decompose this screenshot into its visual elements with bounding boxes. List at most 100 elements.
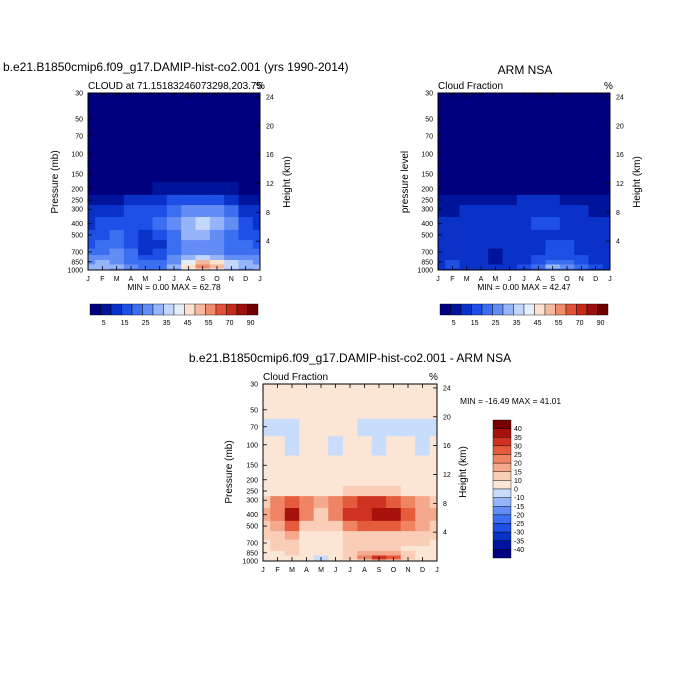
heatmap-cell [238,216,254,230]
heatmap-cell [602,263,611,269]
y-tick-right-label: 16 [616,152,624,159]
y-tick-label: 70 [75,133,83,140]
heatmap-cell [559,144,575,165]
heatmap-cell [263,396,271,419]
x-tick-label: D [593,276,598,283]
heatmap-cell [152,144,168,165]
heatmap-cell [181,254,196,260]
x-tick-label: J [261,567,265,574]
x-tick-label: J [158,276,162,283]
heatmap-cell [342,435,358,456]
heatmap-cell [95,127,110,146]
heatmap-cell [313,418,329,437]
heatmap-cell [88,263,96,269]
y-tick-label: 200 [71,186,83,193]
x-tick-label: A [304,567,309,574]
heatmap-cell [88,127,96,146]
heatmap-cell [88,204,96,217]
colorbar-box [492,303,504,316]
colorbar-box [492,497,512,507]
heatmap-cell [270,472,286,486]
heatmap-cell [109,164,125,182]
x-tick-label: J [258,276,262,283]
heatmap-cell [181,239,196,249]
heatmap-cell [109,181,125,195]
heatmap-cell [445,239,460,249]
heatmap-cell [371,539,387,547]
heatmap-cell [473,216,489,230]
y-tick-label: 50 [75,116,83,123]
heatmap-cell [531,105,546,128]
heatmap-cell [445,204,460,217]
colorbar-box [492,428,512,438]
heatmap-cell [473,259,489,265]
heatmap-cell [488,127,503,146]
heatmap-cell [284,539,300,547]
heatmap-cell [459,216,475,230]
heatmap-cell [602,127,611,146]
colorbar-box [492,506,512,516]
heatmap-cell [429,550,438,556]
heatmap-cell [574,194,589,206]
heatmap-cell [88,164,96,182]
heatmap-cell [270,520,286,532]
heatmap-cell [88,239,96,249]
heatmap-cell [238,127,254,146]
colorbar-label: 45 [184,320,192,327]
y-tick-label: 1000 [242,559,258,566]
y-tick-label: 700 [246,540,258,547]
heatmap-cell [123,239,139,249]
heatmap-cell [400,495,416,508]
panel-obs-ylabel-right: Height (km) [632,156,643,208]
y-tick-right-label: 4 [266,239,270,246]
x-tick-label: O [564,276,570,283]
heatmap-cell [559,194,575,206]
heatmap-cell [459,239,475,249]
x-tick-label: A [362,567,367,574]
heatmap-cell [328,495,344,508]
colorbar-label: -15 [514,504,524,511]
y-tick-right-label: 12 [266,181,274,188]
heatmap-cell [138,181,153,195]
heatmap-cell [516,144,532,165]
colorbar-box [121,303,133,316]
heatmap-cell [270,418,286,437]
heatmap-cell [181,127,196,146]
y-tick-right-label: 4 [616,239,620,246]
heatmap-cell [531,204,546,217]
colorbar-label: 70 [576,320,584,327]
heatmap-cell [263,559,271,562]
heatmap-cell [270,435,286,456]
heatmap-cell [459,105,475,128]
heatmap-cell [95,144,110,165]
heatmap-cell [328,507,344,521]
heatmap-cell [357,507,373,521]
heatmap-cell [415,507,431,521]
heatmap-cell [438,254,446,260]
colorbar-label: 35 [163,320,171,327]
heatmap-cell [545,105,561,128]
heatmap-cell [313,455,329,473]
heatmap-cell [438,127,446,146]
heatmap-cell [299,384,315,398]
heatmap-cell [386,435,402,456]
heatmap-cell [371,472,387,486]
colorbar-label: 45 [534,320,542,327]
heatmap-cell [445,216,460,230]
heatmap-cell [313,396,329,419]
colorbar-box [555,303,567,316]
y-tick-right-label: 12 [616,181,624,188]
y-tick-label: 300 [246,498,258,505]
heatmap-cell [357,520,373,532]
heatmap-cell [166,254,182,260]
heatmap-cell [209,259,225,265]
heatmap-cell [588,181,604,195]
heatmap-cell [574,105,589,128]
colorbar-box [502,303,514,316]
panel-model: b.e21.B1850cmip6.f09_g17.DAMIP-hist-co2.… [3,60,349,327]
panel-obs: ARM NSA Cloud Fraction % J F M A M J J A S O N D J 30… [400,63,643,327]
heatmap-cell [166,248,182,256]
heatmap-cell [357,530,373,540]
colorbar-label: 25 [514,452,522,459]
heatmap-cell [224,248,239,256]
